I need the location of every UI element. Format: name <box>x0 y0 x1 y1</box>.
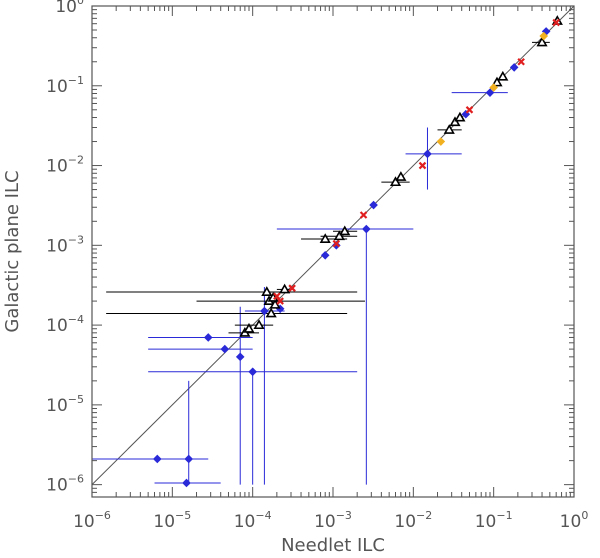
tick-exponent: −1 <box>68 74 84 87</box>
data-point-triangle <box>253 319 265 330</box>
tick-exponent: 0 <box>581 509 588 522</box>
data-point-diamond <box>248 367 257 377</box>
data-point-triangle <box>265 307 277 318</box>
tick-base: 10 <box>475 512 497 532</box>
data-point-triangle <box>319 233 331 243</box>
data-point-triangle <box>497 70 509 81</box>
tick-exponent: −5 <box>175 509 191 522</box>
data-point-diamond <box>320 250 330 260</box>
x-tick-label: 10−1 <box>475 509 513 532</box>
data-point-triangle <box>491 76 503 87</box>
data-point-diamond <box>423 149 432 159</box>
tick-base: 10 <box>560 512 582 532</box>
data-point-diamond <box>182 478 191 488</box>
x-tick-label: 10−3 <box>314 509 352 532</box>
tick-base: 10 <box>234 512 256 532</box>
axis-ticks <box>91 5 575 498</box>
data-point-cross <box>465 106 474 114</box>
data-point-triangle <box>269 298 281 309</box>
tick-base: 10 <box>46 396 68 416</box>
data-point-triangle <box>454 111 466 122</box>
data-point-diamond <box>260 306 269 316</box>
x-tick-label: 10−6 <box>73 509 111 532</box>
x-tick-label: 10−5 <box>153 509 191 532</box>
x-tick-label: 10−4 <box>234 509 272 532</box>
data-point-cross <box>552 18 560 27</box>
data-point-triangle <box>243 322 255 333</box>
tick-base: 10 <box>55 0 77 17</box>
tick-base: 10 <box>73 512 95 532</box>
data-point-diamond <box>362 224 371 234</box>
tick-exponent: −6 <box>95 509 111 522</box>
data-point-diamond <box>235 352 245 362</box>
data-point-diamond <box>509 63 519 72</box>
data-point-cross <box>273 292 281 301</box>
tick-base: 10 <box>46 476 68 496</box>
data-point-triangle <box>395 171 407 181</box>
tick-exponent: −6 <box>68 473 84 486</box>
y-tick-label: 10−3 <box>46 233 84 256</box>
tick-exponent: −4 <box>68 313 84 326</box>
data-point-triangle <box>339 225 351 236</box>
data-point-triangle <box>279 283 291 294</box>
tick-exponent: −5 <box>68 393 84 406</box>
data-point-triangle <box>443 124 455 134</box>
data-point-triangle <box>536 36 548 47</box>
tick-base: 10 <box>46 157 68 177</box>
tick-exponent: −1 <box>496 509 512 522</box>
data-point-diamond <box>436 137 446 146</box>
data-point-diamond <box>220 344 230 354</box>
tick-exponent: 0 <box>77 0 84 7</box>
data-point-triangle <box>449 116 461 127</box>
plot-marks <box>91 5 575 488</box>
data-point-triangle <box>261 286 273 296</box>
data-point-cross <box>332 239 341 248</box>
data-point-diamond <box>461 109 471 119</box>
data-point-triangle <box>389 176 402 187</box>
tick-exponent: −3 <box>336 509 352 522</box>
data-point-diamond <box>485 88 495 97</box>
tick-exponent: −2 <box>416 509 432 522</box>
x-tick-label: 10−2 <box>394 509 432 532</box>
tick-labels: 10−6 10−5 10−4 10−3 10−2 10−1 10010−610−510−41… <box>46 0 588 532</box>
y-axis-title: Galactic plane ILC <box>2 170 23 332</box>
data-point-triangle <box>333 230 345 241</box>
tick-base: 10 <box>394 512 416 532</box>
tick-base: 10 <box>314 512 336 532</box>
data-point-diamond <box>369 200 378 210</box>
y-tick-label: 10−1 <box>46 74 84 97</box>
y-tick-label: 10−2 <box>46 154 84 177</box>
data-point-diamond <box>152 454 162 464</box>
data-point-cross <box>517 57 525 66</box>
data-point-cross <box>359 211 368 219</box>
tick-base: 10 <box>153 512 175 532</box>
data-point-cross <box>288 284 296 292</box>
tick-exponent: −2 <box>68 154 84 167</box>
data-point-diamond <box>332 241 341 250</box>
x-axis-title: Needlet ILC <box>281 535 385 556</box>
data-point-diamond <box>203 333 213 342</box>
tick-exponent: −4 <box>255 509 271 522</box>
y-tick-label: 10−6 <box>46 473 84 496</box>
tick-base: 10 <box>46 77 68 97</box>
y-tick-label: 100 <box>55 0 84 17</box>
data-point-diamond <box>489 83 498 92</box>
x-tick-label: 100 <box>560 509 589 532</box>
tick-exponent: −3 <box>68 233 84 246</box>
y-tick-label: 10−4 <box>46 313 84 336</box>
tick-base: 10 <box>46 316 68 336</box>
data-point-diamond <box>184 454 194 464</box>
y-tick-label: 10−5 <box>46 393 84 416</box>
data-point-diamond <box>539 31 549 41</box>
data-point-cross <box>418 161 427 170</box>
tick-base: 10 <box>46 236 68 256</box>
